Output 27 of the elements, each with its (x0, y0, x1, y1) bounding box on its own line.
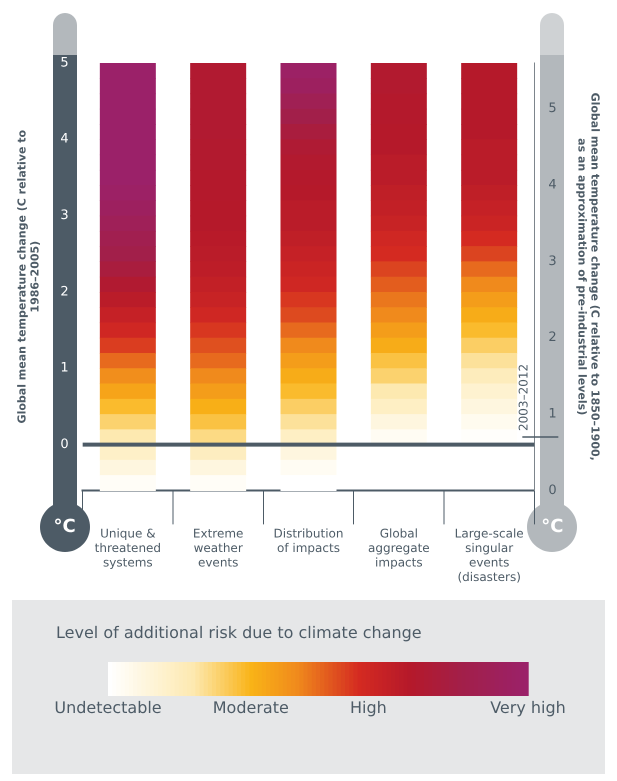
y-tick-label: 3 (60, 208, 69, 224)
color-bar-label: High (350, 698, 387, 718)
text: °C (527, 502, 578, 552)
text: °C (40, 502, 90, 552)
x-tick-label: Large-scale singular events (disasters) (454, 526, 524, 584)
y2-tick-label: 1 (548, 406, 557, 422)
y2-axis-title: Global mean temperature change (C relative to 1850–1900, as an approximation of pre-industrial levels) (575, 92, 602, 461)
color-bar-label: Moderate (212, 698, 289, 718)
y-tick-label: 1 (60, 360, 69, 376)
x-tick-label: Distribution of impacts (273, 526, 344, 556)
x-tick-label: Unique & threatened systems (94, 526, 162, 570)
y-tick-label: 4 (60, 132, 69, 147)
color-bar-label: Undetectable (54, 698, 162, 718)
y2-tick-label: 2 (548, 330, 557, 346)
x-tick-label: Extreme weather events (192, 526, 244, 570)
y-tick-label: 0 (60, 436, 69, 452)
y2-tick-label: 3 (548, 254, 557, 269)
color-bar-title: Level of additional risk due to climate change (56, 623, 422, 642)
ref-line-label: 2003–2012 (516, 364, 530, 431)
y-tick-label: 2 (60, 284, 69, 300)
y2-tick-label: 5 (548, 101, 557, 116)
y2-tick-label: 4 (548, 177, 557, 192)
y-tick-label: 5 (60, 55, 69, 70)
x-tick-label: Global aggregate impacts (368, 526, 430, 570)
y-axis-title: Global mean temperature change (C relative to 1986–2005) (15, 130, 42, 424)
color-bar-label: Very high (490, 698, 566, 718)
y2-tick-label: 0 (548, 482, 557, 498)
